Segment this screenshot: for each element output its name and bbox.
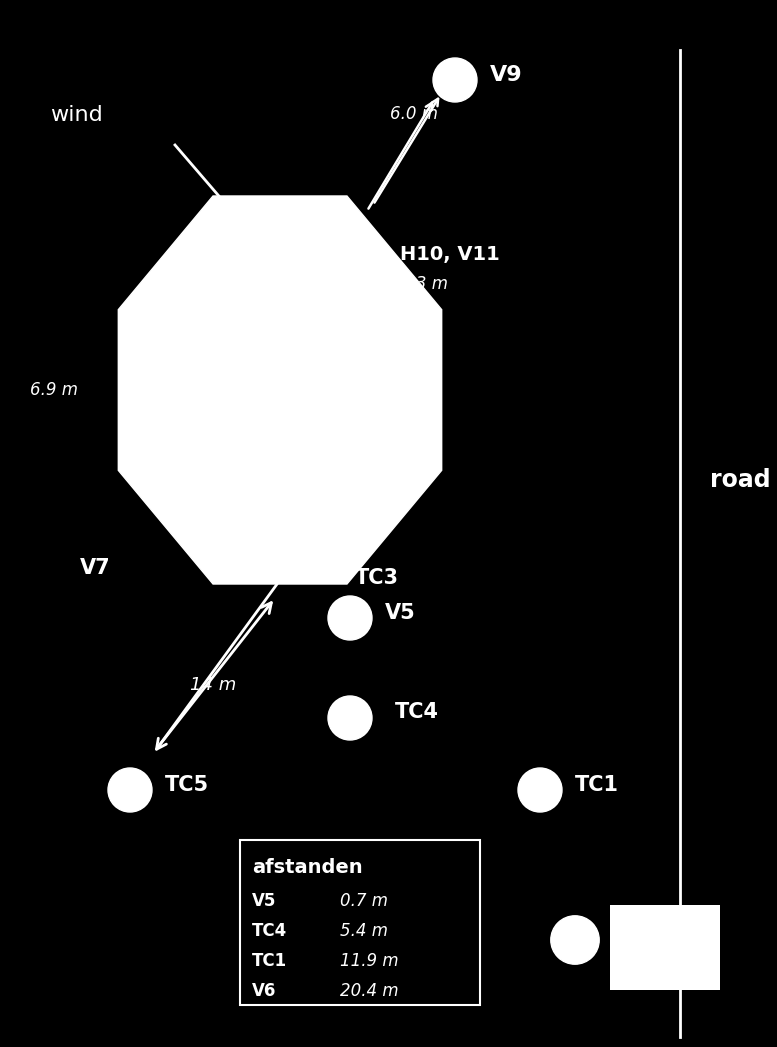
Circle shape: [328, 596, 372, 640]
Circle shape: [433, 58, 477, 102]
Text: TC1: TC1: [575, 775, 619, 795]
Text: V9: V9: [490, 65, 523, 85]
Polygon shape: [118, 196, 441, 584]
Text: TC5: TC5: [165, 775, 209, 795]
Circle shape: [328, 696, 372, 740]
Text: afstanden: afstanden: [252, 857, 363, 877]
Text: TC1: TC1: [252, 952, 287, 970]
Text: V6: V6: [252, 982, 277, 1000]
Text: 1.3 m: 1.3 m: [400, 275, 448, 293]
Text: V7: V7: [80, 558, 110, 578]
Bar: [240, 840, 480, 1005]
Circle shape: [551, 916, 599, 964]
Text: 6.0 m: 6.0 m: [390, 105, 438, 122]
Text: V5: V5: [252, 892, 277, 910]
Text: 20.4 m: 20.4 m: [340, 982, 399, 1000]
Text: H10, V11: H10, V11: [400, 245, 500, 264]
Bar: [610, 905, 720, 990]
Text: 0.7 m: 0.7 m: [340, 892, 388, 910]
Circle shape: [518, 768, 562, 812]
Text: TC4: TC4: [395, 701, 439, 722]
Text: TC4: TC4: [252, 922, 287, 940]
Polygon shape: [218, 199, 255, 238]
Text: TC3: TC3: [355, 569, 399, 588]
Text: 5.4 m: 5.4 m: [340, 922, 388, 940]
Text: V5: V5: [385, 603, 416, 623]
Circle shape: [108, 768, 152, 812]
Text: 14 m: 14 m: [190, 676, 236, 694]
Text: 6.9 m: 6.9 m: [30, 381, 78, 399]
Text: road: road: [710, 468, 771, 492]
Text: wind: wind: [50, 105, 103, 125]
Text: 11.9 m: 11.9 m: [340, 952, 399, 970]
